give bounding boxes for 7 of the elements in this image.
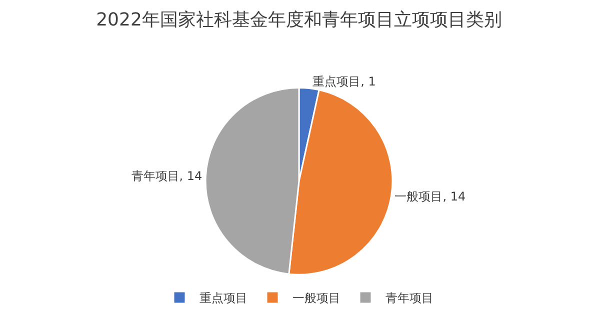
chart-title: 2022年国家社科基金年度和青年项目立项项目类别 <box>96 9 502 30</box>
legend-label: 重点项目 <box>200 291 248 306</box>
data-label: 一般项目, 14 <box>394 189 466 204</box>
legend-label: 青年项目 <box>386 291 434 306</box>
data-label: 重点项目, 1 <box>312 74 376 88</box>
legend-label: 一般项目 <box>292 291 340 306</box>
data-label: 青年项目, 14 <box>131 169 202 184</box>
